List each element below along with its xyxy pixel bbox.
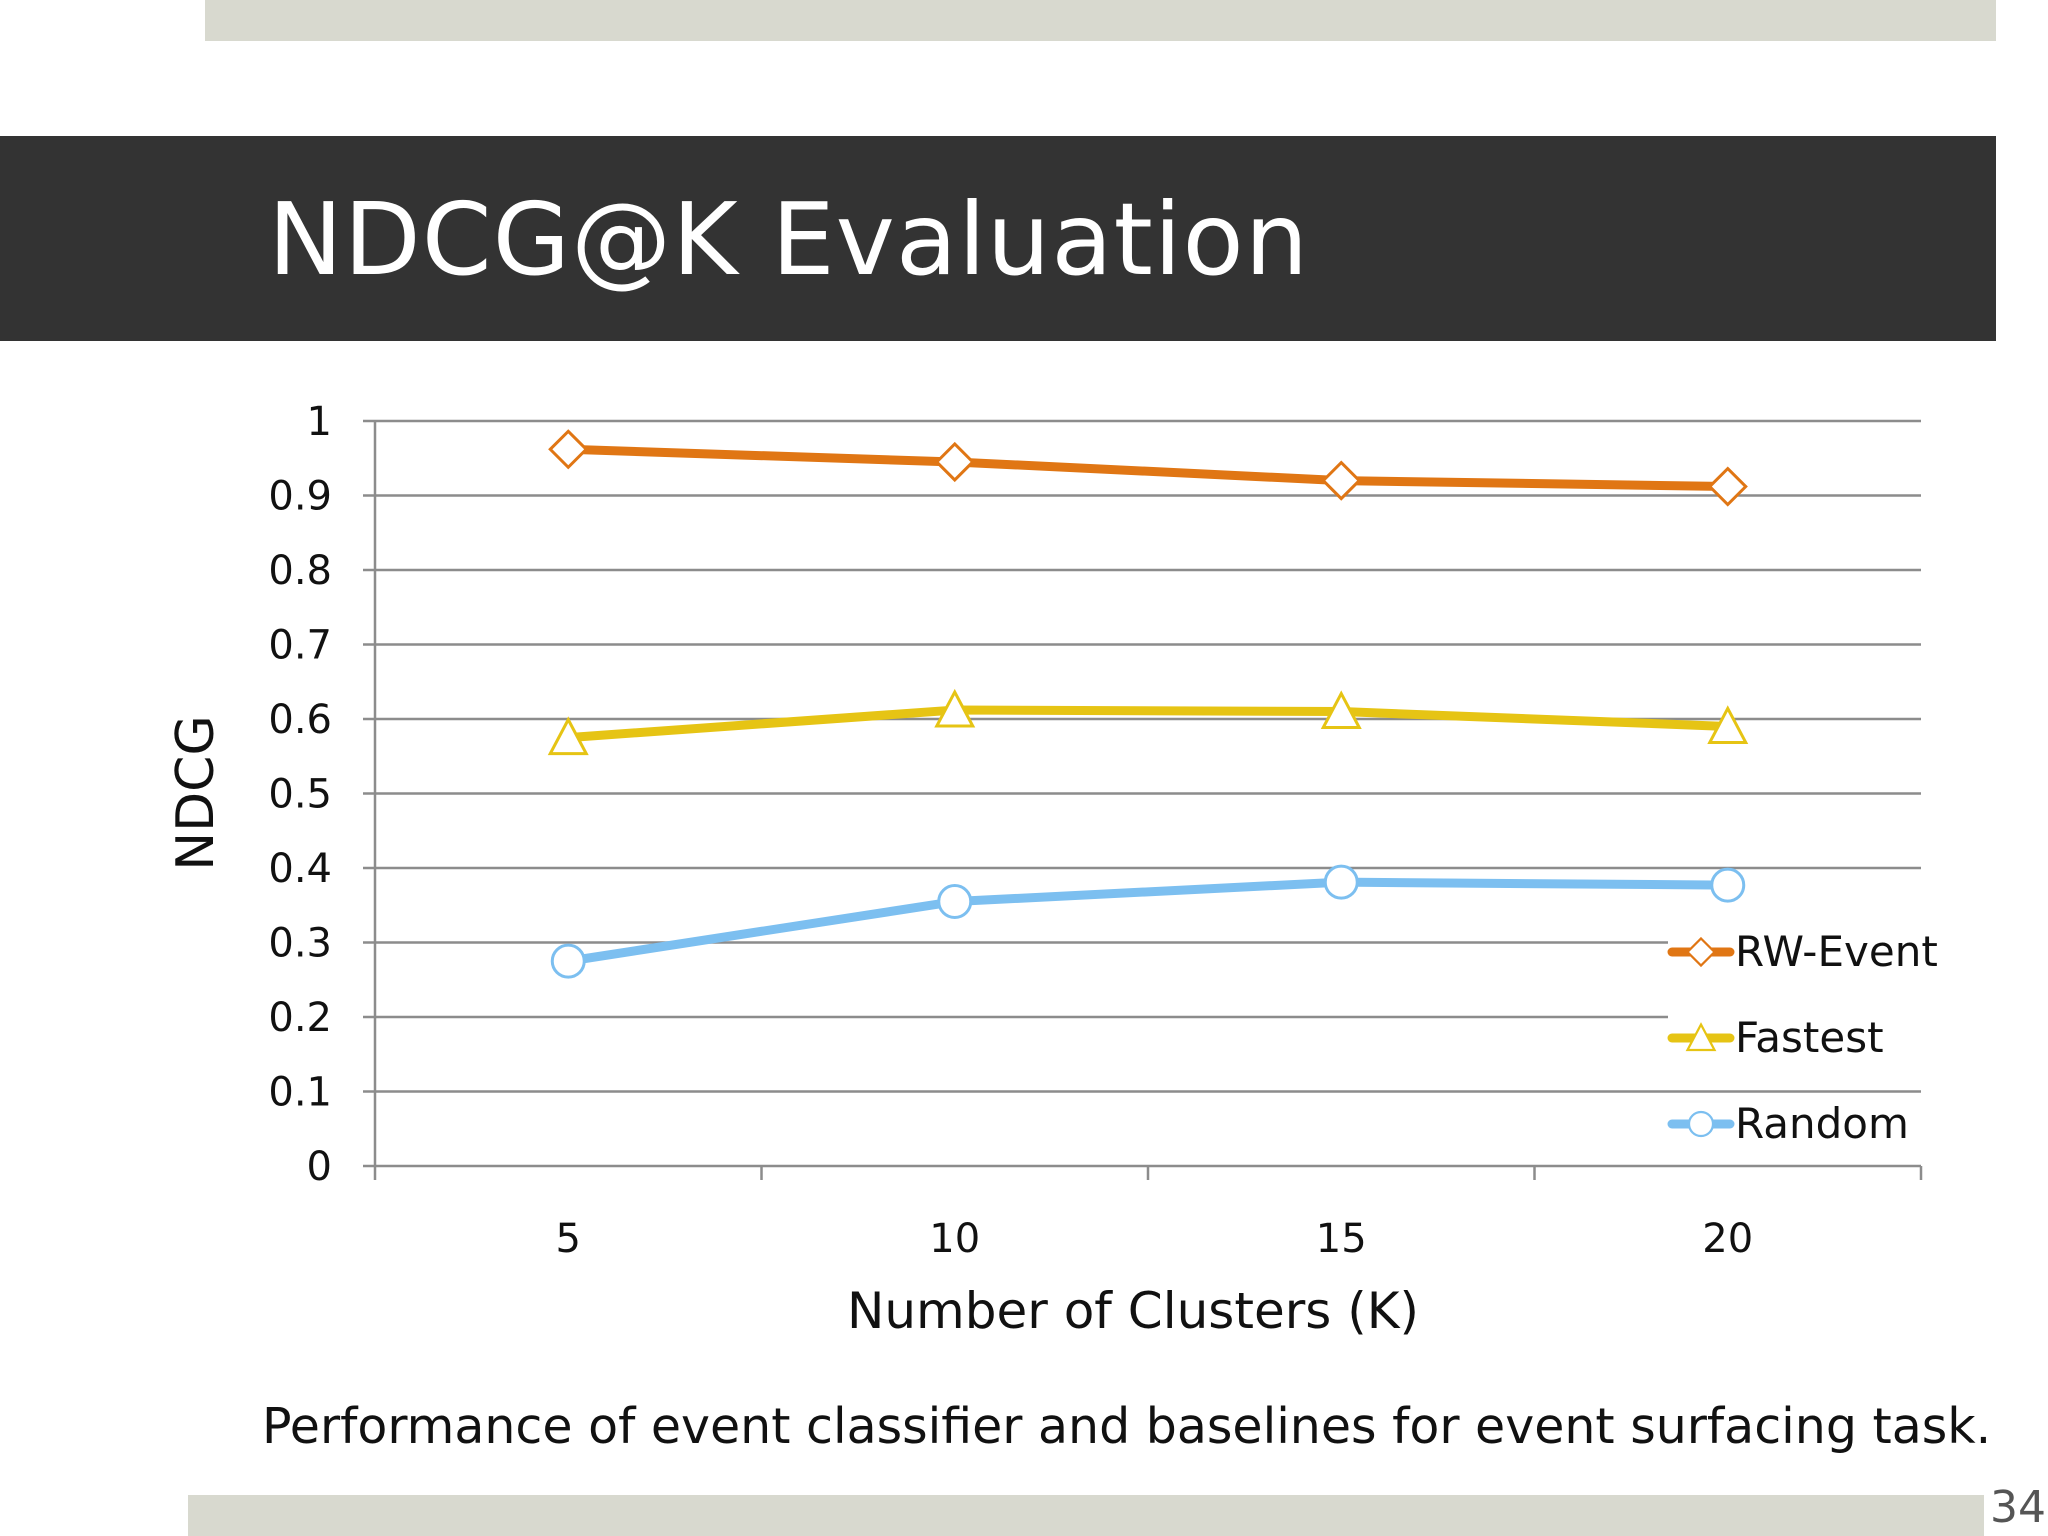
y-tick-label: 0.8	[268, 548, 332, 594]
y-tick-label: 0.1	[268, 1070, 332, 1116]
y-tick-label: 0.7	[268, 623, 332, 669]
series-line-random	[563, 877, 1733, 966]
data-point-fastest	[934, 688, 976, 728]
bottom-accent-band	[188, 1495, 1984, 1536]
x-tick-label: 15	[1316, 1216, 1367, 1262]
x-tick-label: 5	[556, 1216, 581, 1262]
y-tick-label: 1	[307, 399, 332, 445]
title-bar	[0, 136, 1996, 341]
x-tick-label: 20	[1702, 1216, 1753, 1262]
data-point-fastest	[1320, 690, 1362, 730]
x-tick-label: 10	[929, 1216, 980, 1262]
x-axis-label: Number of Clusters (K)	[847, 1282, 1419, 1340]
data-point-random	[937, 884, 973, 920]
data-point-rw-event	[548, 429, 589, 470]
slide-title: NDCG@K Evaluation	[268, 181, 1310, 298]
slide-caption: Performance of event classifier and base…	[262, 1398, 1992, 1455]
y-tick-label: 0.4	[268, 846, 332, 892]
page-number: 34	[1990, 1482, 2046, 1533]
legend-marker-random	[1687, 1110, 1715, 1138]
data-point-rw-event	[1321, 460, 1362, 501]
legend-label-rw-event: RW-Event	[1735, 927, 1938, 976]
series-line-rw-event	[563, 444, 1733, 492]
y-axis-label: NDCG	[166, 715, 226, 871]
y-tick-label: 0	[307, 1144, 332, 1190]
y-tick-label: 0.3	[268, 921, 332, 967]
top-accent-band	[205, 0, 1996, 41]
data-point-rw-event	[1707, 466, 1748, 507]
data-point-fastest	[1707, 705, 1749, 744]
data-point-random	[1710, 867, 1746, 903]
data-point-rw-event	[934, 441, 975, 483]
data-point-random	[1323, 864, 1359, 900]
data-point-fastest	[547, 716, 589, 756]
y-tick-label: 0.6	[268, 697, 332, 743]
series-line-fastest	[563, 705, 1733, 743]
data-point-random	[550, 943, 586, 979]
y-tick-label: 0.9	[268, 474, 332, 520]
legend-marker-fastest	[1685, 1022, 1717, 1052]
legend-label-random: Random	[1735, 1099, 1909, 1148]
legend-marker-rw-event	[1685, 936, 1717, 968]
legend-label-fastest: Fastest	[1735, 1013, 1884, 1062]
y-tick-label: 0.2	[268, 995, 332, 1041]
y-tick-label: 0.5	[268, 772, 332, 818]
